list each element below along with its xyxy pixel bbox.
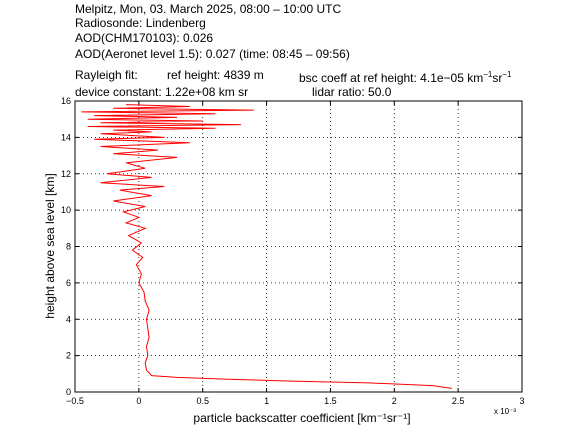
y-tick-label: 12 bbox=[61, 169, 71, 179]
x-tick-label: 2.5 bbox=[452, 396, 465, 406]
y-tick-label: 2 bbox=[66, 351, 71, 361]
x-tick-label: 1.5 bbox=[324, 396, 337, 406]
x-tick-label: −0.5 bbox=[66, 396, 84, 406]
bsc-coeff-mid: sr bbox=[492, 71, 503, 85]
ref-height: ref height: 4839 m bbox=[167, 68, 264, 82]
plot-frame bbox=[74, 100, 523, 393]
y-tick-label: 6 bbox=[66, 278, 71, 288]
bsc-coeff-exp1: −1 bbox=[483, 70, 493, 79]
y-tick-label: 8 bbox=[66, 242, 71, 252]
x-tick-label: 0 bbox=[136, 396, 141, 406]
x-tick-label: 2 bbox=[392, 396, 397, 406]
header-line-4: AOD(Aeronet level 1.5): 0.027 (time: 08:… bbox=[75, 47, 350, 61]
x-tick-label: 1 bbox=[264, 396, 269, 406]
y-tick-label: 14 bbox=[61, 132, 71, 142]
lidar-ratio: lidar ratio: 50.0 bbox=[312, 85, 392, 99]
backscatter-profile-line bbox=[81, 104, 452, 389]
grid bbox=[75, 101, 522, 392]
rayleigh-fit-label: Rayleigh fit: bbox=[75, 68, 138, 82]
y-axis-label: height above sea level [km] bbox=[43, 173, 57, 318]
y-tick-label: 4 bbox=[66, 314, 71, 324]
y-tick-label: 0 bbox=[66, 387, 71, 397]
x-multiplier-label: x 10⁻³ bbox=[494, 407, 516, 416]
bsc-coeff-exp2: −1 bbox=[502, 70, 512, 79]
header-line-3: AOD(CHM170103): 0.026 bbox=[75, 31, 214, 45]
y-tick-label: 10 bbox=[61, 205, 71, 215]
bsc-coeff-prefix: bsc coeff at ref height: 4.1e−05 km bbox=[299, 71, 484, 85]
x-tick-label: 3 bbox=[519, 396, 524, 406]
x-tick-label: 0.5 bbox=[196, 396, 209, 406]
bsc-coeff: bsc coeff at ref height: 4.1e−05 km−1sr−… bbox=[299, 68, 511, 85]
y-tick-label: 16 bbox=[61, 96, 71, 106]
header-line-1: Melpitz, Mon, 03. March 2025, 08:00 – 10… bbox=[75, 2, 342, 16]
x-axis-label: particle backscatter coefficient [km⁻¹sr… bbox=[193, 411, 410, 425]
device-constant: device constant: 1.22e+08 km sr bbox=[75, 85, 249, 99]
header-line-2: Radiosonde: Lindenberg bbox=[75, 16, 206, 30]
